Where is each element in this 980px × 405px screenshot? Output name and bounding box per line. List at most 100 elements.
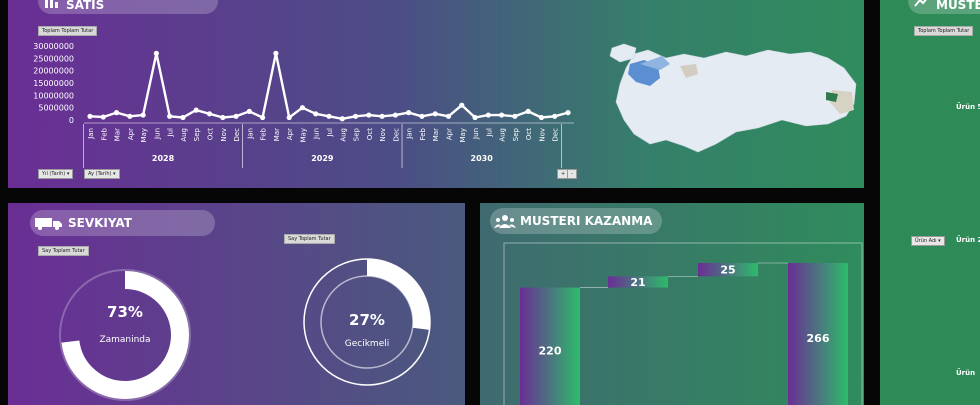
sales-point[interactable]: [459, 102, 465, 108]
sales-point[interactable]: [220, 114, 226, 121]
y-tick-label: 25000000: [33, 54, 74, 63]
sales-point[interactable]: [193, 107, 199, 113]
sales-point[interactable]: [499, 112, 505, 118]
sales-field-chip[interactable]: Toplam Toplam Tutar: [38, 26, 98, 36]
sales-point[interactable]: [206, 111, 213, 117]
x-tick-label: Apr: [127, 128, 135, 140]
x-tick-label: Sep: [512, 127, 520, 141]
map-region-mid: [680, 64, 698, 78]
shipping-chip-right[interactable]: Say Toplam Tutar: [284, 234, 335, 244]
x-tick-label: Aug: [180, 128, 188, 142]
collapse-button[interactable]: -: [567, 169, 577, 179]
x-tick-label: Dec: [233, 128, 241, 142]
sales-point[interactable]: [485, 112, 491, 118]
x-tick-label: Jan: [406, 128, 414, 140]
product-filter-button[interactable]: Ürün Adı ▾: [911, 236, 945, 246]
x-tick-label: Mar: [273, 128, 281, 141]
sales-point[interactable]: [233, 113, 239, 119]
x-tick-label: Feb: [260, 127, 268, 140]
year-label: 2030: [471, 154, 494, 163]
y-tick-label: 20000000: [33, 67, 74, 76]
month-filter-button[interactable]: Ay (Tarih) ▾: [84, 169, 120, 179]
sales-point[interactable]: [538, 114, 545, 121]
x-tick-label: Sep: [353, 127, 361, 141]
sales-point[interactable]: [127, 113, 133, 119]
sales-point[interactable]: [313, 111, 319, 117]
right-panel-chip[interactable]: Toplam Toplam Tutar: [914, 26, 974, 36]
x-tick-label: May: [459, 128, 467, 142]
waterfall-bar[interactable]: [788, 263, 848, 405]
sales-point[interactable]: [379, 113, 385, 119]
x-tick-label: Apr: [286, 128, 294, 140]
on-time-text: Zamaninda: [99, 335, 151, 345]
sales-point[interactable]: [406, 110, 412, 116]
x-tick-label: Feb: [100, 127, 108, 140]
shipping-panel: SEVKIYAT Say Toplam Tutar Say Toplam Tut…: [8, 203, 465, 405]
customer-products-panel: MUSTE Toplam Toplam Tutar Ürün 5 Ürün Ad…: [880, 0, 980, 405]
sales-point[interactable]: [100, 114, 106, 120]
customer-waterfall-chart: 220 21 25 266: [503, 242, 863, 405]
sales-title: SATIS: [66, 0, 105, 12]
x-tick-label: Jan: [87, 128, 95, 140]
sales-point[interactable]: [512, 113, 518, 119]
x-tick-label: Aug: [339, 128, 347, 142]
product-label-1: Ürün 5: [956, 103, 980, 111]
waterfall-data-label: 266: [807, 332, 830, 345]
sales-point[interactable]: [565, 110, 571, 116]
waterfall-bar[interactable]: [698, 263, 758, 277]
customer-acquisition-panel: MUSTERI KAZANMA 220 21 25 266: [480, 203, 864, 405]
late-arc: [304, 259, 430, 385]
waterfall-frame: [503, 242, 863, 405]
truck-icon: [30, 216, 68, 230]
y-tick-label: 10000000: [33, 91, 74, 100]
waterfall-bar[interactable]: [520, 287, 580, 405]
sales-point[interactable]: [525, 108, 531, 114]
sales-point[interactable]: [339, 116, 345, 122]
y-tick-label: 15000000: [33, 79, 74, 88]
x-tick-label: Jul: [326, 128, 334, 138]
map-region-thrace: [609, 43, 637, 63]
sales-point[interactable]: [392, 112, 398, 118]
x-tick-label: Mar: [114, 128, 122, 141]
sales-point[interactable]: [326, 113, 332, 119]
sales-point[interactable]: [472, 114, 478, 121]
year-filter-label: Yıl (Tarih): [42, 171, 66, 177]
sales-point[interactable]: [299, 105, 306, 111]
late-percent: 27%: [349, 311, 385, 329]
x-tick-label: Aug: [499, 128, 507, 142]
sales-point[interactable]: [246, 108, 252, 114]
sales-point[interactable]: [352, 113, 359, 119]
users-icon: [490, 214, 520, 228]
sales-point[interactable]: [153, 50, 159, 56]
on-time-percent: 73%: [107, 303, 143, 321]
late-donut: [303, 258, 431, 386]
x-tick-label: May: [140, 128, 148, 142]
shipping-chip-left[interactable]: Say Toplam Tutar: [38, 246, 89, 256]
sales-point[interactable]: [260, 114, 266, 121]
waterfall-data-label: 220: [539, 344, 562, 357]
sales-point[interactable]: [552, 113, 558, 119]
sales-point[interactable]: [286, 114, 292, 121]
sales-point[interactable]: [87, 113, 93, 119]
customer-title: MUSTERI KAZANMA: [520, 214, 653, 228]
x-tick-label: Oct: [207, 128, 215, 140]
turkey-map: [609, 43, 857, 153]
y-tick-label: 30000000: [33, 42, 74, 51]
sales-point[interactable]: [140, 112, 146, 118]
sales-point[interactable]: [419, 113, 425, 119]
x-tick-label: Dec: [552, 128, 560, 142]
customer-header: MUSTERI KAZANMA: [490, 208, 662, 234]
sales-point[interactable]: [273, 50, 279, 56]
sales-point[interactable]: [366, 112, 372, 118]
trend-icon: [908, 0, 936, 7]
year-filter-button[interactable]: Yıl (Tarih) ▾: [38, 169, 74, 179]
sales-point[interactable]: [113, 110, 120, 116]
sales-point[interactable]: [445, 113, 452, 119]
shipping-header: SEVKIYAT: [30, 210, 215, 236]
bar-chart-icon: [38, 0, 66, 8]
sales-point[interactable]: [167, 113, 173, 119]
sales-point[interactable]: [180, 114, 186, 121]
x-tick-label: Mar: [432, 128, 440, 141]
sales-point[interactable]: [432, 111, 438, 117]
waterfall-bar[interactable]: [608, 276, 668, 288]
